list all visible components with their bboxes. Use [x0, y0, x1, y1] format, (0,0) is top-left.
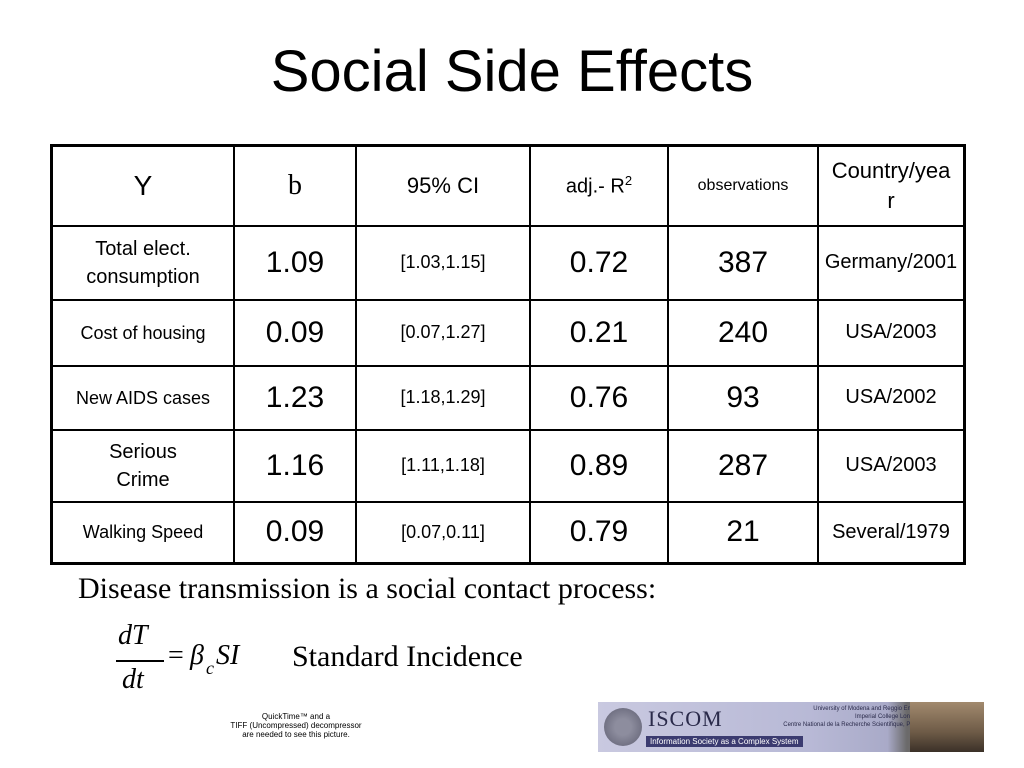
cell-b: 0.09	[233, 298, 357, 367]
formula-equals: =	[168, 640, 184, 671]
table-row: Serious Crime 1.16 [1.11,1.18] 0.89 287 …	[50, 428, 966, 503]
formula-rhs: SI	[216, 640, 240, 671]
cell-r2: 0.89	[529, 428, 669, 503]
table-row: Total elect. consumption 1.09 [1.03,1.15…	[50, 224, 966, 301]
cell-y: New AIDS cases	[50, 364, 235, 431]
table-header-row: Y b 95% CI adj.- R2 observations Country…	[50, 144, 966, 227]
header-country-year: Country/yea r	[817, 144, 966, 227]
cell-ci: [1.11,1.18]	[355, 428, 531, 503]
cell-y: Total elect. consumption	[50, 224, 235, 301]
cell-r2: 0.21	[529, 298, 669, 367]
cell-observations: 287	[667, 428, 819, 503]
cell-country-year: Several/1979	[817, 500, 966, 565]
cell-country-year: Germany/2001	[817, 224, 966, 301]
cell-r2: 0.72	[529, 224, 669, 301]
institutions-list: University of Modena and Reggio Emilia I…	[770, 705, 920, 729]
iscom-subtitle: Information Society as a Complex System	[646, 736, 803, 747]
cell-y: Serious Crime	[50, 428, 235, 503]
institution: University of Modena and Reggio Emilia	[813, 706, 920, 712]
table-row: Cost of housing 0.09 [0.07,1.27] 0.21 24…	[50, 298, 966, 367]
cell-observations: 93	[667, 364, 819, 431]
incidence-formula: dT dt = β c SI	[108, 620, 258, 700]
header-ci: 95% CI	[355, 144, 531, 227]
cell-r2: 0.79	[529, 500, 669, 565]
cell-y: Cost of housing	[50, 298, 235, 367]
formula-subscript: c	[206, 658, 214, 678]
meeting-photo	[910, 702, 984, 752]
cell-b: 0.09	[233, 500, 357, 565]
cell-observations: 240	[667, 298, 819, 367]
formula-beta: β	[190, 640, 204, 671]
quicktime-notice: QuickTime™ and a TIFF (Uncompressed) dec…	[230, 712, 362, 739]
fraction-bar	[116, 660, 164, 662]
results-table: Y b 95% CI adj.- R2 observations Country…	[50, 144, 966, 565]
formula-numerator: dT	[118, 620, 148, 651]
formula-label: Standard Incidence	[292, 640, 523, 673]
institution: Imperial College London	[854, 714, 920, 720]
header-r2: adj.- R2	[529, 144, 669, 227]
institution: Centre National de la Recherche Scientif…	[783, 722, 920, 728]
slide-title: Social Side Effects	[270, 39, 754, 104]
iscom-logo: ISCOM	[648, 706, 723, 731]
cell-b: 1.09	[233, 224, 357, 301]
cell-ci: [0.07,1.27]	[355, 298, 531, 367]
table-row: New AIDS cases 1.23 [1.18,1.29] 0.76 93 …	[50, 364, 966, 431]
cell-ci: [1.18,1.29]	[355, 364, 531, 431]
header-r2-sup: 2	[624, 172, 633, 188]
cell-ci: [1.03,1.15]	[355, 224, 531, 301]
header-y: Y	[50, 144, 235, 227]
header-observations: observations	[667, 144, 819, 227]
cell-b: 1.16	[233, 428, 357, 503]
university-seal-icon	[604, 708, 642, 746]
cell-observations: 21	[667, 500, 819, 565]
cell-b: 1.23	[233, 364, 357, 431]
header-b: b	[233, 144, 357, 227]
cell-ci: [0.07,0.11]	[355, 500, 531, 565]
cell-r2: 0.76	[529, 364, 669, 431]
cell-country-year: USA/2002	[817, 364, 966, 431]
caption-text: Disease transmission is a social contact…	[78, 572, 657, 605]
cell-observations: 387	[667, 224, 819, 301]
cell-y: Walking Speed	[50, 500, 235, 565]
iscom-banner: ISCOM Information Society as a Complex S…	[598, 702, 984, 752]
cell-country-year: USA/2003	[817, 298, 966, 367]
cell-country-year: USA/2003	[817, 428, 966, 503]
table-row: Walking Speed 0.09 [0.07,0.11] 0.79 21 S…	[50, 500, 966, 565]
header-r2-text: adj.- R	[565, 175, 625, 198]
formula-denominator: dt	[122, 664, 144, 695]
